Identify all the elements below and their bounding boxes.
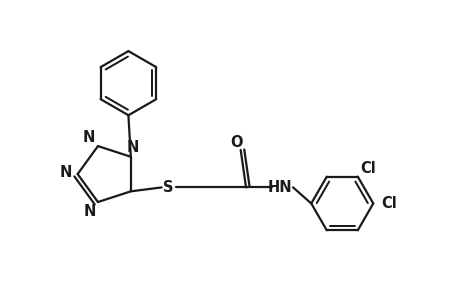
Text: Cl: Cl — [360, 160, 375, 175]
Text: N: N — [84, 204, 96, 219]
Text: HN: HN — [267, 180, 292, 195]
Text: S: S — [163, 180, 174, 195]
Text: O: O — [230, 135, 242, 150]
Text: N: N — [126, 140, 138, 155]
Text: N: N — [60, 166, 72, 181]
Text: Cl: Cl — [381, 196, 396, 211]
Text: N: N — [82, 130, 94, 145]
